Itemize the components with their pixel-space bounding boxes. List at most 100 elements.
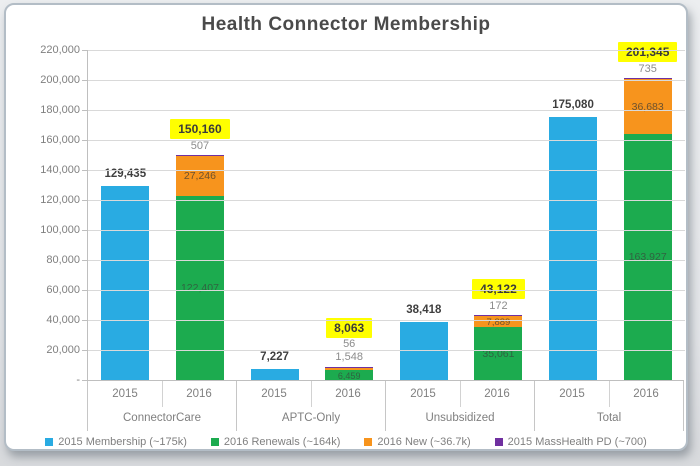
y-tick-label: 20,000 <box>46 344 80 356</box>
chart-card: Health Connector Membership 129,435 122,4… <box>4 3 688 451</box>
y-tick <box>82 140 88 141</box>
legend-label: 2016 New (~36.7k) <box>377 436 471 448</box>
x-axis-groups: 2015 2016 ConnectorCare 2015 2016 APTC-Only 20… <box>87 381 684 431</box>
bar-segment-new <box>175 155 224 197</box>
segment-label-new: 27,246 <box>183 169 216 182</box>
bar-segment-new <box>474 315 523 328</box>
bar-cell: 175,080 <box>536 50 611 380</box>
y-tick <box>82 260 88 261</box>
bar-cell: 129,435 <box>88 50 163 380</box>
bar-total-label: 7,227 <box>260 351 289 364</box>
bar-segment-masshealth <box>175 154 224 156</box>
segment-label-masshealth: 507 <box>190 139 210 152</box>
highlight-total-value: 201,345 <box>617 41 678 62</box>
group-label: ConnectorCare <box>123 412 201 424</box>
year-separator <box>460 381 461 407</box>
y-tick <box>82 200 88 201</box>
x-group-3: 2015 2016 Total <box>535 381 684 431</box>
grid-line <box>88 350 685 351</box>
legend-marker <box>494 438 503 446</box>
bar-2016 <box>325 367 374 380</box>
bar-total-label: 175,080 <box>552 99 594 112</box>
year-row: 2015 2016 <box>237 381 385 407</box>
y-tick <box>82 230 88 231</box>
group-label: Unsubsidized <box>425 412 495 424</box>
bar-segment-renewals <box>175 196 224 380</box>
year-separator <box>311 381 312 407</box>
legend-marker <box>45 438 54 446</box>
y-tick-label: 40,000 <box>46 314 80 326</box>
bar-segment-new <box>325 368 374 371</box>
bar-segment-renewals <box>474 327 523 380</box>
chart-title: Health Connector Membership <box>201 14 491 35</box>
x-group-1: 2015 2016 APTC-Only <box>237 381 386 431</box>
y-tick <box>82 350 88 351</box>
bar-group-2: 38,418 35,061 7,889 172 43,122 <box>387 50 536 380</box>
x-group-0: 2015 2016 ConnectorCare <box>87 381 237 431</box>
y-tick <box>82 380 88 381</box>
bar-segment-new <box>623 79 672 135</box>
y-tick <box>82 80 88 81</box>
y-tick-label: 120,000 <box>40 194 80 206</box>
highlight-total-label: 43,122 <box>443 278 553 299</box>
highlight-total-label: 201,345 <box>593 41 700 62</box>
legend-label: 2016 Renewals (~164k) <box>223 436 341 448</box>
bar-group-0: 129,435 122,407 27,246 507 150,160 <box>88 50 237 380</box>
highlight-total-label: 150,160 <box>145 118 255 139</box>
bars-container: 129,435 122,407 27,246 507 150,160 7,227 6,459… <box>88 41 685 381</box>
bar-2015 <box>101 185 150 380</box>
y-tick-label: - <box>76 374 80 386</box>
plot-area: 129,435 122,407 27,246 507 150,160 7,227 6,459… <box>40 41 685 386</box>
segment-label-renewals: 6,459 <box>337 371 361 381</box>
bar-segment-masshealth <box>325 367 374 368</box>
bar-2015 <box>399 322 448 380</box>
bar-segment-renewals <box>623 134 672 380</box>
segment-label-masshealth: 56 <box>343 338 356 351</box>
year-label: 2016 <box>186 388 212 400</box>
y-tick-label: 220,000 <box>40 44 80 56</box>
year-separator <box>609 381 610 407</box>
y-tick-label: 140,000 <box>40 164 80 176</box>
x-axis: 2015 2016 ConnectorCare 2015 2016 APTC-Only 20… <box>87 380 684 431</box>
grid-line <box>88 200 685 201</box>
year-label: 2016 <box>484 388 510 400</box>
bar-cell: 7,227 <box>237 50 312 380</box>
y-tick-label: 180,000 <box>40 104 80 116</box>
bar-segment-masshealth <box>623 78 672 80</box>
year-separator <box>162 381 163 407</box>
legend-marker <box>364 438 373 446</box>
bar-cell: 122,407 27,246 507 150,160 <box>163 50 238 380</box>
bar-segment-renewals <box>325 370 374 380</box>
bar-segment-masshealth <box>474 314 523 316</box>
highlight-total-label: 8,063 <box>294 318 404 339</box>
year-label: 2015 <box>112 388 138 400</box>
year-label: 2016 <box>633 388 659 400</box>
year-label: 2016 <box>335 388 361 400</box>
highlight-total-value: 150,160 <box>170 118 230 139</box>
y-tick <box>82 50 88 51</box>
legend-label: 2015 MassHealth PD (~700) <box>507 436 647 448</box>
legend-item: 2015 MassHealth PD (~700) <box>494 436 647 448</box>
legend-marker <box>210 438 219 446</box>
y-tick-label: 200,000 <box>40 74 80 86</box>
highlight-total-value: 8,063 <box>326 318 373 339</box>
year-row: 2015 2016 <box>535 381 683 407</box>
y-tick-label: 60,000 <box>46 284 80 296</box>
bar-cell: 35,061 7,889 172 43,122 <box>461 50 536 380</box>
bar-total-label: 38,418 <box>406 304 442 317</box>
segment-label-masshealth: 735 <box>638 62 657 75</box>
y-tick <box>82 290 88 291</box>
bar-2015 <box>549 117 598 380</box>
grid-line <box>88 260 685 261</box>
grid-line <box>88 140 685 141</box>
segment-label-masshealth: 172 <box>489 299 508 312</box>
grid-line <box>88 80 685 81</box>
legend-item: 2016 New (~36.7k) <box>364 436 471 448</box>
highlight-total-value: 43,122 <box>472 278 525 299</box>
bar-cell: 38,418 <box>387 50 462 380</box>
bar-cell: 163,927 36,683 735 201,345 <box>610 41 685 380</box>
y-tick-label: 100,000 <box>40 224 80 236</box>
group-label: Total <box>596 412 622 424</box>
y-tick <box>82 320 88 321</box>
grid-line <box>88 110 685 111</box>
